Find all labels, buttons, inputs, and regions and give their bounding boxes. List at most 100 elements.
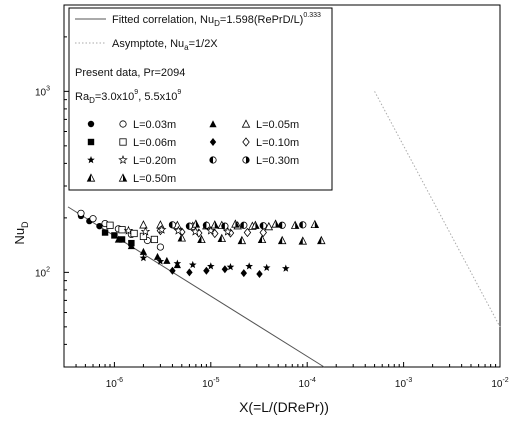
legend-entry-label: L=0.10m	[256, 137, 299, 149]
data-point-halfcircle-left	[168, 221, 177, 229]
data-point-square-open	[150, 235, 159, 244]
legend-symbol-halfcircle-left	[209, 156, 217, 164]
legend-fitted-label: Fitted correlation, NuD=1.598(RePrD/L)0.…	[112, 12, 321, 28]
legend-rayleigh: RaD=3.0x109, 5.5x109	[75, 89, 181, 105]
legend-symbol-circle-open	[119, 120, 127, 128]
data-point-star-open	[140, 226, 151, 236]
data-point-square-open	[106, 221, 114, 229]
data-point-halftriangle-right	[210, 220, 220, 229]
data-point-star-filled	[173, 259, 182, 267]
fitted-line	[67, 206, 325, 368]
asymptote-line	[374, 91, 501, 328]
data-point-diamond-filled	[240, 269, 248, 278]
data-point-halfcircle-left	[259, 222, 267, 230]
data-point-halfcircle-left	[278, 221, 286, 229]
legend-symbol-halftriangle-right	[118, 173, 128, 182]
data-point-star-open	[173, 225, 184, 235]
legend-symbol-star-filled	[87, 156, 95, 164]
data-point-diamond-filled	[256, 269, 263, 278]
legend-entry-label: L=0.50m	[133, 173, 176, 185]
legend-present-data: Present data, Pr=2094	[75, 67, 185, 79]
data-point-circle-open	[156, 243, 164, 251]
data-point-diamond-filled	[203, 266, 210, 275]
legend: Fitted correlation, NuD=1.598(RePrD/L)0.…	[68, 7, 333, 191]
data-point-star-open	[190, 226, 201, 236]
x-tick-label: 10-3	[395, 377, 412, 390]
data-point-star-open	[123, 225, 134, 235]
legend-symbol-halfcircle-right	[242, 156, 250, 164]
x-axis-ticks: 10-6 10-5 10-4 10-3 10-2	[63, 362, 509, 390]
data-point-halftriangle-left	[277, 235, 287, 245]
data-point-diamond-open	[259, 227, 267, 238]
data-point-halfcircle-left	[202, 221, 210, 229]
legend-symbol-star-open	[118, 155, 128, 165]
data-point-circle-open	[77, 209, 85, 217]
data-point-diamond-filled	[221, 265, 229, 274]
data-point-triangle-open	[139, 220, 148, 229]
data-point-halfcircle-left	[221, 222, 229, 230]
data-point-circle-open	[89, 215, 97, 223]
data-point-halftriangle-right	[231, 219, 240, 228]
legend-entry-label: L=0.30m	[256, 155, 299, 167]
data-point-square-filled	[111, 232, 118, 239]
y-tick-label: 102	[35, 266, 50, 279]
data-point-halftriangle-right	[290, 220, 300, 229]
data-point-diamond-filled	[169, 266, 176, 275]
legend-symbol-triangle-open	[241, 119, 251, 128]
data-point-diamond-open	[243, 227, 252, 238]
data-point-halftriangle-left	[177, 233, 187, 242]
data-point-star-filled	[245, 262, 253, 270]
data-point-halftriangle-left	[257, 234, 267, 244]
x-tick-label: 10-2	[491, 377, 508, 390]
data-point-triangle-open	[264, 221, 274, 231]
legend-entry-label: L=0.20m	[133, 155, 176, 167]
legend-asymptote-label: Asymptote, Nua=1/2X	[112, 38, 218, 52]
x-tick-label: 10-4	[299, 377, 316, 390]
data-point-star-filled	[156, 257, 165, 265]
x-tick-label: 10-6	[106, 377, 123, 390]
legend-symbol-diamond-open	[242, 137, 250, 147]
y-axis-label: NuD	[12, 221, 30, 245]
data-point-halftriangle-right	[251, 220, 260, 229]
data-point-halftriangle-right	[191, 219, 201, 228]
correlation-lines	[67, 91, 501, 368]
x-tick-label: 10-5	[202, 377, 219, 390]
data-point-triangle-filled	[163, 256, 171, 264]
data-point-halfcircle-left	[185, 222, 194, 230]
data-point-halftriangle-left	[197, 234, 206, 244]
data-point-square-filled	[118, 236, 126, 243]
data-point-triangle-filled	[153, 252, 162, 260]
data-point-halftriangle-left	[317, 235, 326, 245]
data-point-square-filled	[101, 229, 109, 236]
data-point-halftriangle-right	[271, 219, 280, 228]
data-point-square-open	[130, 229, 138, 238]
legend-symbol-triangle-filled	[209, 120, 217, 128]
legend-entry-label: L=0.06m	[133, 137, 176, 149]
legend-symbol-square-filled	[87, 138, 95, 146]
legend-symbol-square-open	[119, 138, 127, 146]
x-axis-label: X(=L/(DRePr))	[239, 399, 329, 415]
legend-box	[68, 7, 333, 191]
data-point-star-open	[223, 226, 233, 236]
data-point-diamond-filled	[186, 268, 193, 277]
legend-entry-label: L=0.03m	[133, 119, 176, 131]
legend-entries: L=0.03m L=0.05m L=0.06m L=0.10m L=0.20m L=0.3…	[86, 119, 299, 185]
data-point-halfcircle-left	[240, 221, 248, 229]
data-point-halftriangle-right	[310, 219, 320, 229]
y-axis-ticks: 102 103	[35, 4, 69, 368]
data-point-star-filled	[282, 264, 290, 272]
data-point-square-open	[118, 226, 126, 234]
legend-entry-label: L=0.05m	[256, 119, 299, 131]
data-point-star-filled	[207, 262, 215, 270]
data-point-star-filled	[226, 263, 235, 271]
data-point-triangle-filled	[127, 242, 135, 250]
data-point-halfcircle-left	[299, 221, 307, 229]
y-tick-label: 103	[35, 85, 50, 98]
data-point-star-open	[206, 225, 216, 235]
data-point-star-filled	[262, 263, 271, 272]
data-point-halftriangle-left	[298, 236, 308, 245]
legend-symbol-circle-filled	[87, 120, 95, 128]
data-point-triangle-filled	[139, 247, 148, 255]
data-point-star-filled	[188, 260, 197, 269]
data-point-halftriangle-left	[217, 233, 227, 243]
